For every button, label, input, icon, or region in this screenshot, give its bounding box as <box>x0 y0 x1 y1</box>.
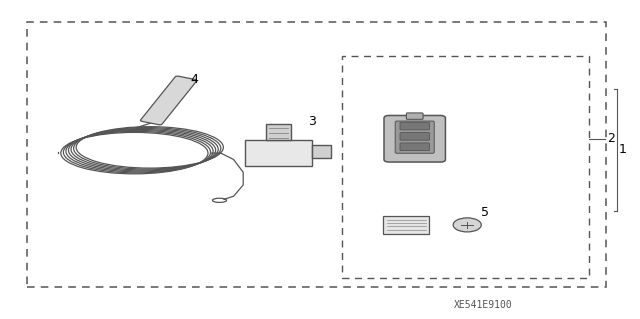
FancyBboxPatch shape <box>400 122 429 130</box>
FancyBboxPatch shape <box>400 143 429 151</box>
FancyBboxPatch shape <box>396 121 435 153</box>
Text: 4: 4 <box>191 73 198 85</box>
FancyBboxPatch shape <box>245 140 312 166</box>
Text: XE541E9100: XE541E9100 <box>454 300 513 310</box>
Text: 5: 5 <box>481 206 489 219</box>
Text: 2: 2 <box>607 132 615 145</box>
FancyBboxPatch shape <box>383 216 429 234</box>
FancyBboxPatch shape <box>141 76 196 125</box>
Text: 3: 3 <box>308 115 316 128</box>
FancyBboxPatch shape <box>384 115 445 162</box>
Bar <box>27 22 606 287</box>
FancyBboxPatch shape <box>266 124 291 140</box>
FancyBboxPatch shape <box>312 145 332 158</box>
FancyBboxPatch shape <box>406 113 423 119</box>
FancyBboxPatch shape <box>400 133 429 140</box>
Bar <box>342 56 589 278</box>
Text: 1: 1 <box>619 144 627 156</box>
Circle shape <box>453 218 481 232</box>
